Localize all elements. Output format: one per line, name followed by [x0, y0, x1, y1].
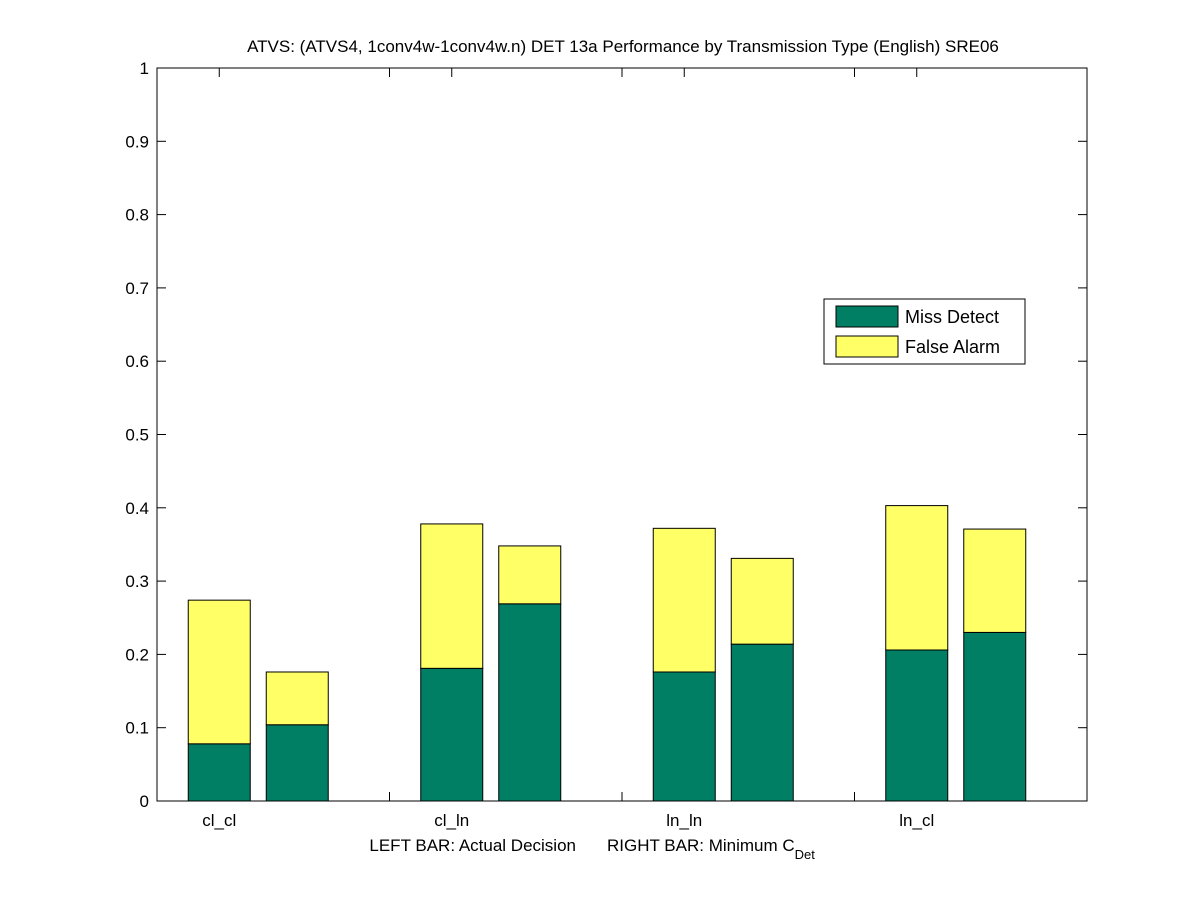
- x-tick-label: ln_cl: [899, 811, 934, 830]
- bar-false-alarm: [885, 505, 949, 651]
- bar-false-alarm: [963, 528, 1027, 633]
- bar-false-alarm: [652, 527, 716, 673]
- y-tick-label: 0.4: [125, 499, 149, 518]
- bar-miss-detect: [730, 643, 794, 802]
- bar-miss-detect: [420, 667, 484, 802]
- bar-false-alarm: [730, 557, 794, 645]
- bar-miss-detect: [652, 671, 716, 802]
- y-tick-label: 0.6: [125, 352, 149, 371]
- y-tick-label: 0: [140, 792, 149, 811]
- bar-miss-detect: [963, 631, 1027, 802]
- axes: 0 0.1 0.2 0.3 0.4 0.5 0.6 0.7 0.8 0.9 1 cl_cl cl_ln l…: [125, 59, 1087, 830]
- y-tick-label: 0.9: [125, 132, 149, 151]
- x-axis-label-right-main: RIGHT BAR: Minimum C: [607, 836, 795, 855]
- x-axis-label-right-subscript: Det: [795, 847, 816, 862]
- y-tick-label: 0.8: [125, 206, 149, 225]
- legend: Miss Detect False Alarm: [823, 298, 1026, 365]
- bar-miss-detect: [265, 724, 329, 802]
- x-axis-label-right: RIGHT BAR: Minimum CDet: [607, 836, 815, 862]
- bars: [187, 505, 1027, 802]
- bar-false-alarm: [420, 523, 484, 669]
- x-tick-label: cl_ln: [434, 811, 469, 830]
- bar-miss-detect: [885, 649, 949, 802]
- legend-swatch-false-alarm: [835, 335, 899, 358]
- bar-false-alarm: [187, 599, 251, 745]
- bar-false-alarm: [498, 545, 562, 605]
- legend-swatch-miss-detect: [835, 305, 899, 328]
- bar-miss-detect: [498, 603, 562, 802]
- y-tick-label: 0.5: [125, 426, 149, 445]
- x-tick-label: ln_ln: [666, 811, 702, 830]
- x-axis-label-left: LEFT BAR: Actual Decision: [369, 836, 576, 855]
- chart-title: ATVS: (ATVS4, 1conv4w-1conv4w.n) DET 13a…: [247, 37, 999, 56]
- legend-label-miss-detect: Miss Detect: [905, 307, 999, 327]
- x-tick-label: cl_cl: [202, 811, 236, 830]
- y-tick-label: 0.7: [125, 279, 149, 298]
- y-tick-label: 0.3: [125, 572, 149, 591]
- y-tick-label: 1: [140, 59, 149, 78]
- bar-miss-detect: [187, 743, 251, 802]
- y-tick-label: 0.2: [125, 645, 149, 664]
- y-tick-label: 0.1: [125, 719, 149, 738]
- legend-label-false-alarm: False Alarm: [905, 337, 1000, 357]
- bar-false-alarm: [265, 671, 329, 726]
